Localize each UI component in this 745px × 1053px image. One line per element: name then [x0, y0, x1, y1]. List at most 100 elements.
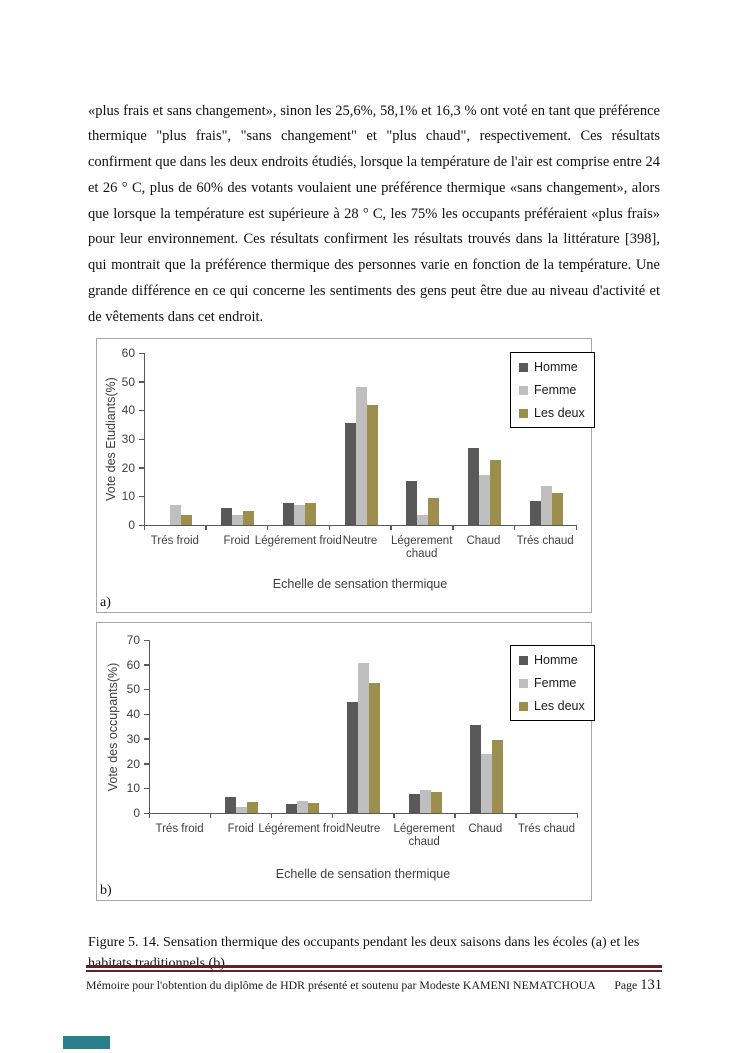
legend-item-les-deux: Les deux — [519, 406, 585, 420]
bar-les-deux — [430, 792, 442, 813]
y-tick-mark — [139, 438, 144, 440]
bar-homme — [344, 423, 356, 525]
y-tick-label: 10 — [126, 781, 140, 796]
y-tick-label: 50 — [121, 374, 135, 389]
x-category-label: Froid — [223, 535, 250, 547]
figure-caption: Figure 5. 14. Sensation thermique des oc… — [88, 935, 640, 971]
category-group — [268, 353, 330, 525]
legend-item-les-deux: Les deux — [519, 699, 585, 713]
y-tick-label: 60 — [126, 657, 140, 672]
legend-swatch-icon — [519, 408, 528, 418]
x-category-label: Légérement froid — [254, 535, 342, 547]
y-tick-mark — [144, 787, 149, 790]
legend-swatch-icon — [519, 655, 528, 665]
category-group — [333, 640, 394, 813]
y-tick-label: 60 — [121, 346, 135, 360]
x-category-label: Neutre — [345, 823, 381, 835]
y-tick-label: 30 — [126, 731, 140, 746]
x-category-label: Chaud — [466, 535, 501, 547]
y-tick-label: 40 — [126, 707, 140, 722]
x-category-label: Trés froid — [155, 823, 204, 835]
y-tick-mark — [144, 763, 149, 765]
x-category-label: Légerement chaud — [391, 535, 453, 560]
footer-rule-top — [86, 965, 662, 968]
bar-homme — [467, 448, 479, 525]
category-group — [207, 353, 269, 525]
bar-femme — [478, 475, 490, 525]
legend-label: Homme — [534, 360, 578, 374]
page-footer: Mémoire pour l'obtention du diplôme de H… — [86, 977, 662, 994]
legend-item-femme: Femme — [519, 676, 585, 690]
x-tick-mark — [575, 525, 577, 530]
y-tick-mark — [144, 688, 149, 691]
x-category-label: Trés chaud — [517, 823, 575, 835]
legend-item-femme: Femme — [519, 383, 585, 397]
bar-femme — [417, 515, 429, 525]
x-axis-title: Echelle de sensation thermique — [275, 867, 451, 881]
x-tick-mark — [331, 813, 334, 818]
bar-les-deux — [489, 460, 501, 525]
bar-les-deux — [247, 802, 259, 813]
y-tick-mark — [139, 495, 144, 498]
y-tick-label: 10 — [121, 489, 135, 504]
x-tick-mark — [148, 813, 150, 818]
bar-femme — [236, 807, 248, 813]
bar-femme — [297, 801, 309, 813]
y-tick-label: 20 — [126, 756, 140, 771]
y-tick-mark — [144, 664, 149, 666]
category-group — [456, 640, 517, 813]
x-tick-mark — [270, 813, 273, 818]
body-paragraph: «plus frais et sans changement», sinon l… — [88, 102, 660, 325]
bar-homme — [221, 508, 233, 525]
legend-label: Femme — [534, 383, 577, 397]
y-tick-label: 0 — [128, 518, 135, 532]
y-tick-label: 70 — [126, 633, 140, 647]
legend-swatch-icon — [519, 362, 528, 372]
panel-label: b) — [100, 883, 112, 898]
category-group — [392, 353, 454, 525]
category-group — [454, 353, 516, 525]
x-tick-mark — [513, 525, 516, 530]
y-axis-title: Vote des occupants(%) — [106, 662, 120, 791]
bar-femme — [480, 754, 492, 813]
bar-femme — [293, 505, 305, 525]
legend: Homme Femme Les deux — [510, 352, 595, 428]
bar-femme — [355, 387, 367, 525]
y-tick-mark — [144, 738, 149, 740]
x-tick-mark — [454, 813, 456, 818]
bar-homme — [286, 804, 298, 813]
x-category-label: Trés chaud — [516, 535, 574, 547]
bar-homme — [408, 794, 420, 813]
x-tick-mark — [209, 813, 212, 818]
bar-les-deux — [304, 503, 316, 525]
legend-swatch-icon — [519, 678, 528, 688]
x-tick-mark — [143, 525, 145, 530]
bar-les-deux — [428, 498, 440, 525]
y-tick-mark — [139, 524, 144, 526]
x-tick-mark — [393, 813, 395, 818]
footer-rule-bottom — [86, 970, 662, 972]
y-tick-label: 50 — [126, 682, 140, 697]
x-category-label: Trés froid — [150, 535, 199, 547]
x-category-label: Chaud — [468, 823, 503, 835]
category-group — [272, 640, 333, 813]
teal-marker — [63, 1036, 110, 1049]
page-number: Page 131 — [614, 977, 662, 993]
y-tick-label: 40 — [121, 403, 135, 418]
plot-area — [144, 353, 577, 526]
bar-les-deux — [308, 803, 320, 813]
x-tick-mark — [328, 525, 331, 530]
bar-les-deux — [243, 511, 255, 525]
plot-area — [149, 640, 578, 814]
bar-femme — [358, 663, 370, 813]
legend-swatch-icon — [519, 385, 528, 395]
y-tick-mark — [139, 381, 144, 383]
legend-label: Les deux — [534, 699, 585, 713]
y-tick-mark — [139, 352, 144, 354]
y-tick-label: 20 — [121, 460, 135, 475]
bar-homme — [347, 702, 359, 813]
x-tick-mark — [205, 525, 207, 530]
category-group — [395, 640, 456, 813]
category-group — [145, 353, 207, 525]
